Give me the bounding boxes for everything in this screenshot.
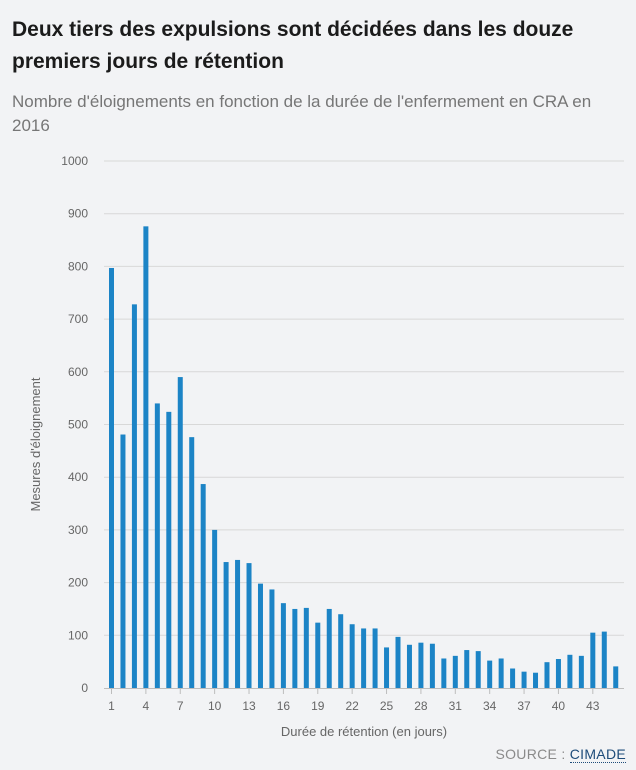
y-tick-label: 600 [68,365,88,379]
bar[interactable] [177,377,183,688]
bar[interactable] [109,267,114,688]
bar[interactable] [235,559,241,688]
y-tick-label: 700 [68,312,88,326]
bar[interactable] [601,631,607,688]
bar[interactable] [544,662,550,688]
bars [109,226,619,688]
y-tick-label: 300 [68,523,88,537]
bar[interactable] [315,622,321,688]
source-link[interactable]: CIMADE [569,746,626,763]
x-tick-label: 31 [449,699,463,713]
bar[interactable] [441,658,447,688]
y-axis-ticks: 0 100 200 300 400 500 600 700 800 900 1000 [61,154,88,695]
y-tick-label: 200 [68,576,88,590]
bar[interactable] [212,529,218,688]
bar[interactable] [338,614,344,688]
y-tick-label: 500 [68,418,88,432]
bar[interactable] [533,672,539,688]
x-tick-label: 22 [345,699,359,713]
x-axis-label: Durée de rétention (en jours) [281,724,447,739]
x-tick-label: 4 [143,699,150,713]
bar[interactable] [292,608,298,688]
source-label: SOURCE : [495,746,566,762]
y-tick-label: 400 [68,470,88,484]
bar[interactable] [143,226,149,688]
source-line: SOURCE : CIMADE [495,746,626,763]
bar[interactable] [590,632,596,688]
x-tick-label: 13 [242,699,256,713]
bar[interactable] [223,562,229,688]
bar[interactable] [189,437,195,688]
bar[interactable] [418,642,424,688]
bar[interactable] [429,643,435,688]
y-tick-label: 0 [81,681,88,695]
x-tick-label: 25 [380,699,394,713]
y-axis-label: Mesures d'éloignement [28,377,43,511]
y-tick-label: 800 [68,259,88,273]
x-tick-label: 16 [277,699,291,713]
x-tick-label: 1 [108,699,115,713]
x-tick-label: 34 [483,699,497,713]
x-tick-label: 7 [177,699,184,713]
bar[interactable] [131,304,137,688]
bar[interactable] [395,636,401,688]
x-tick-label: 40 [552,699,566,713]
bar[interactable] [384,647,390,688]
x-tick-label: 28 [414,699,428,713]
x-tick-label: 19 [311,699,325,713]
bar[interactable] [246,563,252,688]
y-tick-label: 1000 [61,154,88,168]
bar[interactable] [578,655,584,688]
bar[interactable] [280,603,286,688]
bar[interactable] [452,655,458,688]
x-tick-label: 37 [517,699,531,713]
bar[interactable] [475,651,481,688]
chart-subtitle: Nombre d'éloignements en fonction de la … [12,92,592,135]
bar[interactable] [303,607,309,688]
bar[interactable] [200,484,206,688]
x-tick-label: 43 [586,699,600,713]
y-tick-label: 100 [68,628,88,642]
bar[interactable] [372,628,378,688]
bar[interactable] [613,666,619,688]
bar[interactable] [166,411,172,688]
bar[interactable] [349,624,355,688]
bar[interactable] [567,654,573,688]
bar[interactable] [406,644,412,688]
bar[interactable] [464,650,470,688]
bar[interactable] [555,659,561,688]
bar[interactable] [154,403,160,688]
bar[interactable] [361,628,367,688]
bar[interactable] [120,434,126,688]
bar[interactable] [521,671,527,688]
x-tick-label: 10 [208,699,222,713]
bar[interactable] [269,589,275,688]
bar[interactable] [510,668,516,688]
chart-title: Deux tiers des expulsions sont décidées … [12,18,574,73]
y-tick-label: 900 [68,207,88,221]
bar[interactable] [487,660,493,688]
bar[interactable] [257,583,263,688]
x-axis-ticks: 1 4 7 10 13 16 19 22 25 28 31 34 37 40 43 [108,688,600,713]
bar[interactable] [326,608,332,688]
bar[interactable] [498,658,504,688]
